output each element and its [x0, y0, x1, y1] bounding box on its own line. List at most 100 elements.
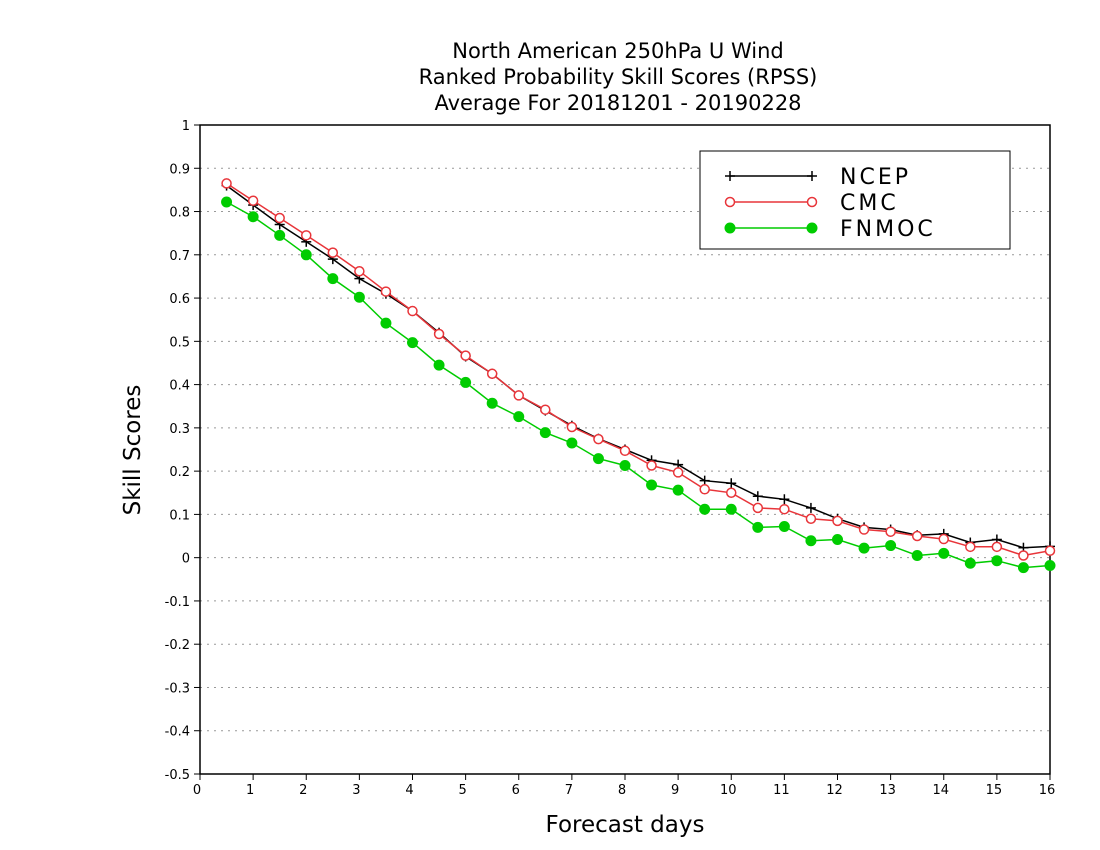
x-tick-label: 16: [1039, 783, 1056, 798]
legend-entry-ncep: NCEP: [725, 165, 908, 190]
x-axis-ticks: 0 1 2 3 4 5 6 7 8 9 10 11 12 13 14 15 16: [193, 774, 1055, 798]
data-point-cmc: [274, 212, 285, 224]
data-point-cmc: [486, 368, 498, 380]
data-point-fnmoc: [1044, 559, 1056, 571]
x-tick-label: 0: [193, 783, 201, 798]
data-point-cmc: [965, 541, 976, 553]
data-point-fnmoc: [274, 229, 286, 241]
data-point-fnmoc: [1017, 562, 1029, 574]
y-tick-label: -0.5: [165, 768, 190, 783]
data-point-cmc: [354, 265, 365, 277]
x-tick-label: 14: [932, 783, 949, 798]
legend-entry-cmc: CMC: [724, 191, 899, 216]
data-point-cmc: [593, 433, 604, 445]
data-point-fnmoc: [752, 521, 764, 533]
x-tick-label: 6: [512, 783, 520, 798]
legend-marker: [724, 222, 736, 234]
data-point-cmc: [832, 515, 843, 527]
data-point-fnmoc: [991, 555, 1003, 567]
data-point-cmc: [805, 513, 817, 524]
y-tick-label: -0.4: [165, 725, 190, 740]
data-point-fnmoc: [619, 460, 631, 472]
data-point-cmc: [858, 524, 870, 535]
data-point-fnmoc: [832, 533, 843, 545]
data-point-fnmoc: [221, 196, 233, 208]
x-tick-label: 2: [299, 783, 307, 798]
data-point-fnmoc: [300, 249, 312, 261]
data-point-fnmoc: [964, 557, 976, 569]
legend-entry-fnmoc: FNMOC: [724, 217, 936, 242]
data-point-cmc: [726, 487, 737, 499]
data-point-fnmoc: [539, 427, 551, 439]
y-tick-label: 0.3: [169, 422, 190, 437]
y-tick-label: 0.8: [169, 206, 190, 221]
y-tick-label: 0: [182, 552, 190, 567]
data-point-fnmoc: [486, 397, 498, 409]
data-point-fnmoc: [938, 547, 950, 559]
y-tick-label: -0.2: [165, 638, 190, 653]
x-tick-label: 15: [986, 783, 1003, 798]
data-point-cmc: [247, 195, 259, 206]
y-tick-label: 0.1: [169, 508, 190, 523]
data-point-fnmoc: [380, 317, 392, 329]
data-point-fnmoc: [646, 479, 658, 491]
data-point-fnmoc: [805, 535, 817, 547]
series-line-fnmoc: [226, 201, 1051, 569]
legend-marker: [724, 196, 736, 208]
data-point-cmc: [433, 328, 445, 340]
data-point-fnmoc: [327, 273, 339, 285]
legend-box: [699, 150, 1011, 250]
legend-label-cmc: CMC: [840, 191, 899, 216]
y-axis-ticks: -0.5 -0.4 -0.3 -0.2 -0.1 0 0.1 0.2 0.3 0.4 0.5 0.6 0…: [165, 119, 200, 783]
data-point-cmc: [1018, 550, 1029, 561]
data-point-fnmoc: [778, 521, 790, 533]
x-tick-label: 3: [352, 783, 360, 798]
x-tick-label: 12: [826, 783, 843, 798]
data-point-fnmoc: [911, 550, 923, 562]
data-point-ncep: [805, 502, 816, 513]
data-point-fnmoc: [433, 359, 445, 371]
data-point-fnmoc: [247, 211, 259, 223]
data-point-cmc: [1044, 545, 1056, 556]
title-line-3: Average For 20181201 - 20190228: [434, 91, 801, 115]
data-point-fnmoc: [672, 484, 684, 496]
data-point-cmc: [460, 350, 471, 361]
data-point-fnmoc: [353, 291, 365, 303]
data-point-ncep: [752, 491, 763, 502]
x-tick-label: 5: [458, 783, 466, 798]
data-point-cmc: [380, 286, 392, 297]
data-point-fnmoc: [885, 540, 897, 552]
data-point-cmc: [619, 445, 631, 457]
y-tick-label: 0.7: [169, 249, 190, 264]
y-tick-label: 0.4: [169, 379, 190, 394]
data-point-fnmoc: [858, 542, 870, 554]
series-cmc: [221, 178, 1056, 561]
x-tick-label: 7: [565, 783, 573, 798]
data-point-cmc: [513, 390, 524, 401]
title-line-2: Ranked Probability Skill Scores (RPSS): [419, 65, 818, 89]
series-layer: [221, 178, 1056, 574]
data-point-fnmoc: [592, 453, 604, 465]
data-point-fnmoc: [460, 376, 472, 388]
data-point-cmc: [221, 178, 232, 189]
data-point-cmc: [407, 305, 418, 317]
y-tick-label: 0.6: [169, 292, 190, 307]
y-axis-label: Skill Scores: [120, 385, 146, 516]
y-tick-label: 0.5: [169, 335, 190, 350]
x-axis-label: Forecast days: [546, 812, 705, 838]
data-point-cmc: [885, 526, 896, 537]
x-tick-label: 9: [671, 783, 679, 798]
data-point-cmc: [938, 533, 949, 545]
data-point-cmc: [911, 530, 923, 542]
y-tick-label: 0.2: [169, 465, 190, 480]
legend-marker: [725, 171, 735, 181]
series-fnmoc: [221, 196, 1056, 574]
data-point-fnmoc: [566, 437, 578, 449]
legend-marker: [806, 222, 818, 234]
x-tick-label: 4: [405, 783, 413, 798]
y-tick-label: 1: [182, 119, 190, 134]
data-point-cmc: [991, 541, 1003, 553]
legend-label-fnmoc: FNMOC: [840, 217, 936, 242]
